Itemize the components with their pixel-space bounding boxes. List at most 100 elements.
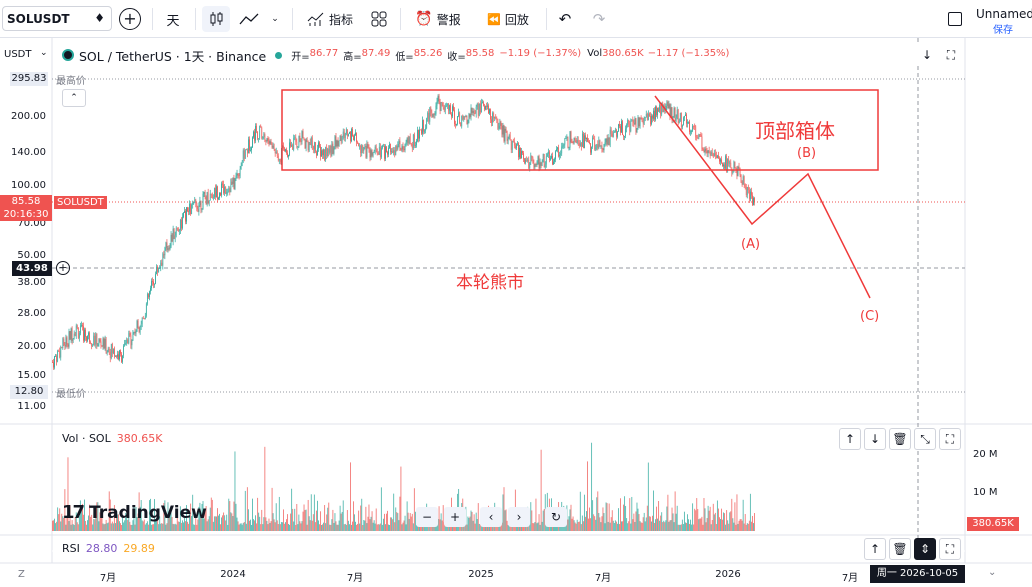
volume-bar [273,519,275,531]
volume-bar [258,512,260,531]
volume-bar [73,524,75,531]
volume-bar [371,511,373,531]
volume-bar [325,523,327,531]
candle-body [354,135,355,141]
chevron-right-icon: › [516,510,522,524]
candle-body [701,136,703,149]
candle-body [241,161,243,167]
candle-body [613,131,615,133]
candle-body [155,274,156,284]
reset-chart-button[interactable]: ↻ [545,507,567,527]
candle-body [677,109,679,124]
candle-body [384,146,385,159]
candle-body [600,145,602,147]
volume-bar [340,513,342,531]
collapse-button[interactable]: ⌃ [62,89,86,107]
delete-pane-button[interactable]: 🗑 [889,538,911,560]
volume-bar [187,521,188,531]
collapse-pane-button[interactable]: ⤡ [914,428,936,450]
layout-checkbox[interactable] [948,12,962,26]
volume-bar [184,515,185,531]
candle-body [374,146,376,152]
candle-body [380,147,382,158]
candle-body [210,193,212,195]
currency-label[interactable]: USDT [4,49,32,60]
volume-bar [135,507,137,531]
zoom-z-button[interactable]: Z [18,569,25,580]
candle-body [698,134,700,139]
candle-body [707,150,709,154]
replay-button[interactable]: ⏪ 回放 [478,8,538,30]
undo-button[interactable]: ↶ [554,8,576,30]
candle-body [489,109,490,114]
volume-bar [211,499,213,531]
candle-body [260,125,262,128]
candle-body [272,145,274,148]
move-pane-up-button[interactable]: ↑ [839,428,861,450]
chevron-down-icon[interactable]: ⌄ [40,48,48,58]
diamond-icon[interactable]: ♦ [94,11,105,25]
add-symbol-button[interactable]: + [119,8,141,30]
alert-button[interactable]: ⏰ 警报 [408,8,468,30]
volume-bar [95,511,97,531]
volume-bar [526,524,528,531]
volume-bar [669,520,671,531]
candle-body [628,119,630,124]
countdown-value: 20:16:30 [3,209,49,220]
candle-body [678,120,680,124]
volume-bar [585,516,586,531]
chevron-down-icon[interactable]: ⌄ [988,567,997,578]
volume-bar [54,518,55,531]
line-tool-button[interactable] [236,8,262,30]
legend-title[interactable]: SOL / TetherUS · 1天 · Binance [79,48,267,64]
candles-button[interactable] [202,6,230,32]
scroll-left-button[interactable]: ‹ [480,507,502,527]
volume-bar [738,520,740,531]
scroll-down-button[interactable]: ↓ [916,44,938,66]
fullscreen-button[interactable]: ⛶ [940,44,962,66]
candle-body [556,149,557,152]
volume-bar [412,523,414,531]
restore-pane-button[interactable]: ⇕ [914,538,936,560]
volume-bar [521,524,522,531]
candle-body [659,105,661,112]
candle-body [671,107,673,121]
scroll-right-button[interactable]: › [508,507,530,527]
maximize-pane-button[interactable]: ⛶ [939,538,961,560]
save-button[interactable]: 保存 [993,25,1013,36]
zoom-out-button[interactable]: − [416,507,438,527]
partial-price-label: 70.00 [17,219,46,226]
layout-name[interactable]: Unnamed [976,7,1032,21]
interval-button[interactable]: 天 [166,13,180,29]
volume-bar [720,519,721,531]
volume-bar [472,520,474,531]
trash-icon: 🗑 [892,432,908,446]
candle-body [579,143,581,146]
volume-bar [625,505,627,531]
move-pane-up-button[interactable]: ↑ [864,538,886,560]
delete-pane-button[interactable]: 🗑 [889,428,911,450]
candle-body [194,199,196,203]
undo-icon: ↶ [558,10,572,28]
volume-bar [287,514,288,531]
volume-bar [400,466,402,531]
candle-body [606,138,608,145]
candle-body [209,193,211,201]
candle-body [569,131,571,148]
redo-button[interactable]: ↷ [588,8,610,30]
volume-bar [222,515,224,531]
volume-bar [314,522,316,531]
indicators-button[interactable]: 指标 [302,8,358,30]
candle-body [476,103,478,107]
layouts-button[interactable] [366,8,392,30]
chevron-down-icon[interactable]: ⌄ [271,14,279,24]
move-pane-down-button[interactable]: ↓ [864,428,886,450]
last-symbol-tag: SOLUSDT [54,196,107,209]
symbol-search[interactable]: SOLUSDT ♦ [2,6,112,31]
candle-body [312,146,314,150]
add-alert-plus-button[interactable]: + [56,261,70,275]
zoom-in-button[interactable]: + [444,507,466,527]
maximize-pane-button[interactable]: ⛶ [939,428,961,450]
chart-canvas[interactable] [0,38,1032,587]
volume-bar [556,524,557,531]
